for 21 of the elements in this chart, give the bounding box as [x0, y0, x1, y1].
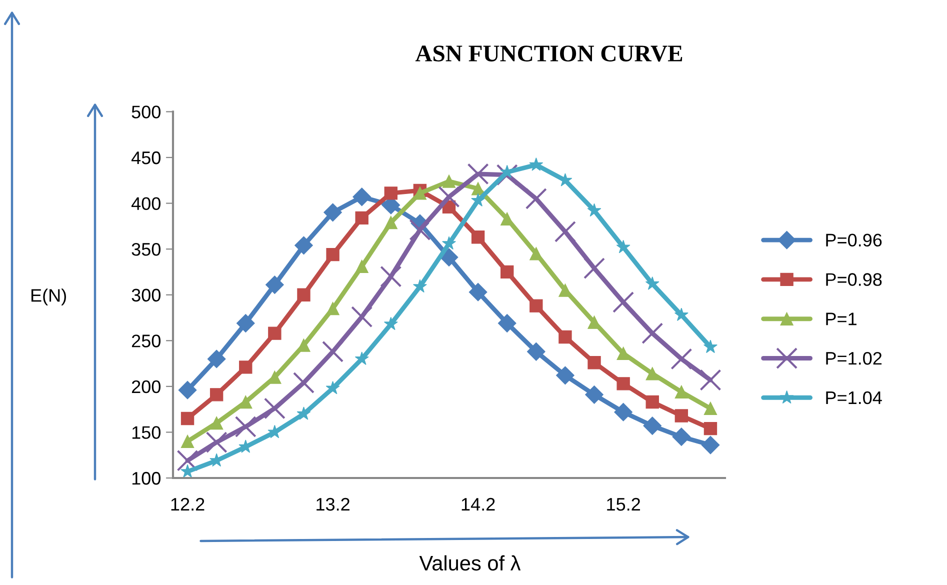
legend-label: P=1.04: [826, 391, 882, 404]
y-tick-label: 200: [132, 380, 160, 394]
x-tick-label: 14.2: [462, 498, 495, 511]
y-tick-label: 100: [132, 472, 160, 485]
legend-label: P=1: [826, 312, 856, 326]
y-tick-label: 150: [132, 426, 160, 439]
y-axis-title: E(N): [31, 288, 66, 306]
x-axis-title: Values of λ: [419, 555, 521, 571]
x-tick-label: 12.2: [171, 498, 204, 511]
y-tick-label: 350: [132, 242, 160, 256]
x-tick-label: 15.2: [607, 498, 640, 511]
y-tick-label: 400: [131, 197, 160, 210]
legend-label: P=0.98: [826, 273, 882, 286]
y-tick-label: 250: [132, 334, 160, 348]
y-tick-label: 450: [131, 151, 160, 164]
legend-label: P=0.96: [826, 234, 882, 247]
y-tick-label: 500: [132, 106, 160, 118]
chart-title: ASN FUNCTION CURVE: [415, 46, 682, 62]
y-tick-label: 300: [132, 288, 160, 302]
legend-label: P=1.02: [826, 352, 882, 365]
x-tick-label: 13.2: [316, 498, 350, 511]
